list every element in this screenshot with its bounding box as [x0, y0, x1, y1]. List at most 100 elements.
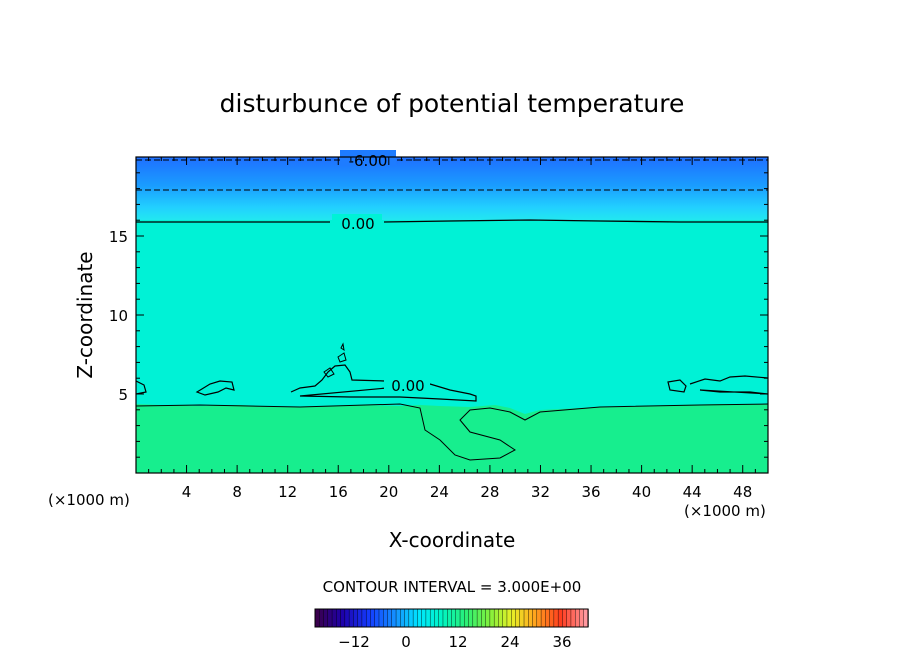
x-tick-label: 40	[632, 483, 651, 501]
colorbar-cell	[395, 608, 402, 628]
x-tick-label: 36	[581, 483, 600, 501]
colorbar-cell	[528, 608, 534, 628]
contour-lower	[136, 403, 768, 461]
colorbar-cell	[400, 608, 406, 628]
colorbar-cell	[365, 608, 372, 628]
contour-blob-right	[667, 375, 768, 395]
colorbar-cell	[485, 608, 491, 628]
y-tick-label: 15	[109, 228, 128, 246]
colorbar-cell	[314, 608, 320, 628]
colorbar-cell	[511, 608, 517, 628]
colorbar-cell	[545, 608, 551, 628]
colorbar-cell	[493, 608, 500, 628]
y-axis-label: Z-coordinate	[73, 251, 97, 378]
colorbar-cell	[387, 608, 393, 628]
colorbar-cell	[442, 608, 448, 628]
colorbar-cell	[523, 608, 529, 628]
colorbar-cell	[421, 608, 427, 628]
colorbar-cell	[570, 608, 576, 628]
colorbar-cell	[425, 608, 431, 628]
x-tick-label: 44	[683, 483, 702, 501]
colorbar-cell	[498, 608, 504, 628]
y-axis-ticks: 5 10 15	[109, 172, 768, 458]
plot-area	[136, 157, 768, 473]
colorbar-tick-label: 12	[448, 633, 467, 651]
colorbar-cell	[361, 608, 367, 628]
colorbar-cell	[562, 608, 568, 628]
colorbar-cell	[489, 608, 495, 628]
colorbar-cell	[566, 608, 572, 628]
colorbar-cell	[536, 608, 542, 628]
y-tick-label: 10	[109, 307, 128, 325]
contour-interval-text: CONTOUR INTERVAL = 3.000E+00	[323, 578, 582, 596]
contour-blob-left	[136, 380, 147, 395]
colorbar-cell	[519, 608, 525, 628]
lower-layer-field	[136, 404, 768, 473]
x-tick-label: 20	[379, 483, 398, 501]
colorbar-cell	[438, 608, 444, 628]
colorbar-cell	[374, 608, 380, 628]
colorbar-cell	[472, 608, 478, 628]
contour-zero-top	[136, 219, 768, 223]
colorbar-cell	[348, 608, 355, 628]
x-tick-label: 12	[278, 483, 297, 501]
contour-label-low: 0.00	[391, 377, 424, 395]
colorbar-cell	[557, 608, 564, 628]
colorbar-frame	[314, 608, 589, 628]
colorbar-cell	[553, 608, 559, 628]
colorbar-cell	[464, 608, 470, 628]
colorbar-tick-label: 24	[500, 633, 519, 651]
colorbar-cell	[391, 608, 397, 628]
colorbar-cell	[408, 608, 414, 628]
colorbar-cell	[378, 608, 384, 628]
colorbar-cell	[468, 608, 474, 628]
colorbar-cell	[481, 608, 487, 628]
x-tick-label: 28	[480, 483, 499, 501]
colorbar-cell	[506, 608, 512, 628]
colorbar-cell	[383, 608, 389, 628]
contour-blob-3	[323, 342, 347, 378]
colorbar-ticks: −12 0 12 24 36	[338, 633, 571, 651]
contour-label-mid: 0.00	[341, 215, 374, 233]
x-tick-label: 16	[329, 483, 348, 501]
x-axis-label: X-coordinate	[389, 528, 516, 552]
colorbar-cell	[319, 608, 325, 628]
y-tick-label: 5	[118, 386, 128, 404]
x-tick-label: 32	[531, 483, 550, 501]
x-tick-label: 24	[430, 483, 449, 501]
colorbar-cell	[357, 608, 363, 628]
x-unit-left: (×1000 m)	[48, 491, 130, 509]
colorbar-cell	[540, 608, 547, 628]
colorbar-cell	[331, 608, 338, 628]
colorbar-cell	[429, 608, 436, 628]
colorbar-cell	[459, 608, 465, 628]
colorbar-cell	[549, 608, 555, 628]
x-tick-label: 8	[232, 483, 242, 501]
colorbar-cell	[323, 608, 329, 628]
chart-title: disturbunce of potential temperature	[220, 89, 685, 118]
colorbar-cell	[353, 608, 359, 628]
colorbar-tick-label: 36	[552, 633, 571, 651]
colorbar-cell	[476, 608, 483, 628]
colorbar-cell	[515, 608, 521, 628]
colorbar-cell	[370, 608, 376, 628]
colorbar-cell	[336, 608, 342, 628]
x-axis-ticks: 4 8 12 16 20 24 28 32 36 40 44 48	[148, 157, 756, 501]
colorbar-tick-label: −12	[338, 633, 370, 651]
colorbar-cell	[532, 608, 538, 628]
colorbar-cell	[502, 608, 508, 628]
contour-blob-1	[195, 380, 235, 396]
upper-layer-field	[136, 157, 768, 220]
contour-label-top: -6.00	[349, 152, 388, 170]
colorbar-cell	[579, 608, 585, 628]
colorbar-tick-label: 0	[401, 633, 411, 651]
colorbar-cell	[344, 608, 350, 628]
colorbar	[314, 608, 589, 628]
colorbar-cell	[575, 608, 581, 628]
colorbar-cell	[327, 608, 333, 628]
contour-blob-2	[290, 364, 477, 402]
colorbar-cell	[412, 608, 419, 628]
colorbar-cell	[340, 608, 346, 628]
colorbar-cell	[404, 608, 410, 628]
